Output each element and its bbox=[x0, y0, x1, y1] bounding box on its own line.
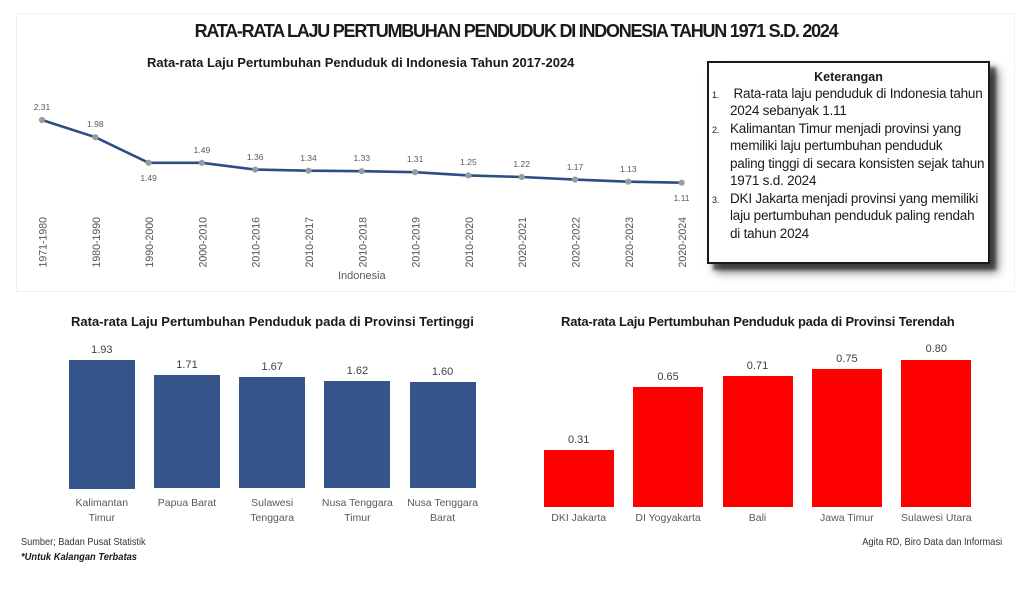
svg-text:2.31: 2.31 bbox=[34, 102, 51, 112]
svg-text:2010-2020: 2010-2020 bbox=[464, 217, 476, 268]
svg-text:1.25: 1.25 bbox=[460, 157, 477, 167]
svg-text:1.17: 1.17 bbox=[567, 162, 584, 172]
svg-text:1980-1990: 1980-1990 bbox=[90, 217, 102, 268]
svg-text:1.11: 1.11 bbox=[674, 193, 690, 203]
svg-text:1.31: 1.31 bbox=[407, 154, 424, 164]
svg-text:1.22: 1.22 bbox=[513, 159, 530, 169]
svg-text:1.49: 1.49 bbox=[194, 145, 211, 155]
svg-text:1.36: 1.36 bbox=[247, 152, 264, 162]
svg-text:2010-2016: 2010-2016 bbox=[250, 217, 262, 268]
svg-text:1.13: 1.13 bbox=[620, 164, 637, 174]
svg-text:2020-2024: 2020-2024 bbox=[677, 217, 689, 268]
svg-text:2010-2019: 2010-2019 bbox=[410, 217, 422, 268]
svg-text:2020-2021: 2020-2021 bbox=[517, 217, 529, 268]
svg-text:1990-2000: 1990-2000 bbox=[144, 217, 156, 268]
svg-text:1.34: 1.34 bbox=[300, 153, 317, 163]
svg-text:1.49: 1.49 bbox=[140, 173, 157, 183]
svg-text:2010-2017: 2010-2017 bbox=[304, 217, 316, 268]
svg-text:Indonesia: Indonesia bbox=[338, 270, 387, 282]
svg-text:1.33: 1.33 bbox=[354, 153, 371, 163]
svg-text:1.98: 1.98 bbox=[87, 119, 104, 129]
svg-text:2020-2023: 2020-2023 bbox=[623, 217, 635, 268]
svg-text:2000-2010: 2000-2010 bbox=[197, 217, 209, 268]
svg-text:2010-2018: 2010-2018 bbox=[357, 217, 369, 268]
svg-text:2020-2022: 2020-2022 bbox=[570, 217, 582, 268]
svg-text:1971-1980: 1971-1980 bbox=[37, 217, 49, 268]
